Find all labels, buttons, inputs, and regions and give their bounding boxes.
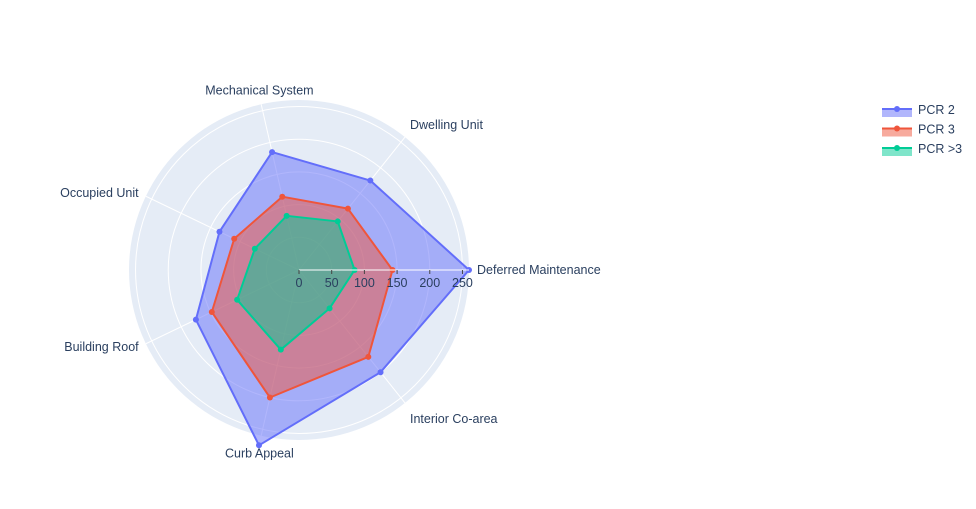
legend-marker-pcr-3: [894, 145, 900, 151]
radial-tick-label-0: 0: [296, 276, 303, 290]
point-pcr-3-building-roof[interactable]: [234, 296, 241, 303]
point-pcr-2-mechanical-system[interactable]: [269, 149, 276, 156]
legend-swatch-pcr-3: [882, 128, 912, 137]
point-pcr-3-mechanical-system[interactable]: [283, 212, 290, 219]
angular-label-building-roof: Building Roof: [64, 340, 139, 354]
point-pcr-3-occupied-unit[interactable]: [231, 235, 238, 242]
point-pcr-3-dwelling-unit[interactable]: [334, 218, 341, 225]
radial-tick-label-50: 50: [325, 276, 339, 290]
point-pcr-2-dwelling-unit[interactable]: [367, 177, 374, 184]
point-pcr-2-occupied-unit[interactable]: [216, 228, 223, 235]
angular-axis-labels: Deferred Maintenance Dwelling Unit Mechani…: [60, 83, 601, 460]
angular-label-occupied-unit: Occupied Unit: [60, 186, 139, 200]
legend-label-pcr-3: PCR 3: [918, 123, 955, 137]
point-pcr-2-interior-co-area[interactable]: [377, 369, 384, 376]
angular-label-interior-co-area: Interior Co-area: [410, 412, 498, 426]
radial-tick-label-250: 250: [452, 276, 473, 290]
legend-item-pcr-2[interactable]: PCR 2: [882, 103, 955, 117]
point-pcr-2-building-roof[interactable]: [192, 316, 199, 323]
legend-item-pcr-3[interactable]: PCR >3: [882, 142, 962, 156]
legend-swatch-pcr-2: [882, 109, 912, 117]
legend-label-pcr-3: PCR >3: [918, 142, 962, 156]
legend-marker-pcr-3: [894, 125, 900, 132]
point-pcr-3-occupied-unit[interactable]: [251, 245, 258, 252]
radial-tick-label-100: 100: [354, 276, 375, 290]
point-pcr-3-building-roof[interactable]: [208, 308, 215, 315]
point-pcr-3-curb-appeal[interactable]: [266, 394, 273, 401]
radial-tick-label-150: 150: [387, 276, 408, 290]
radial-axis-ticks: 0 50 100 150 200 250: [296, 269, 473, 290]
radial-tick-label-200: 200: [419, 276, 440, 290]
legend-swatch-pcr-3: [882, 148, 912, 156]
point-pcr-3-dwelling-unit[interactable]: [344, 205, 351, 212]
point-pcr-3-interior-co-area[interactable]: [365, 353, 372, 360]
legend[interactable]: PCR 2 PCR 3 PCR >3: [882, 103, 962, 156]
point-pcr-3-interior-co-area[interactable]: [326, 305, 333, 312]
point-pcr-3-mechanical-system[interactable]: [279, 193, 286, 200]
legend-item-pcr-3[interactable]: PCR 3: [882, 123, 955, 137]
series-pcr-3: [234, 212, 358, 353]
point-pcr-2-curb-appeal[interactable]: [255, 442, 262, 449]
legend-label-pcr-2: PCR 2: [918, 103, 955, 117]
angular-label-deferred-maintenance: Deferred Maintenance: [477, 263, 601, 277]
angular-label-dwelling-unit: Dwelling Unit: [410, 118, 483, 132]
angular-label-mechanical-system: Mechanical System: [205, 83, 313, 97]
angular-label-curb-appeal: Curb Appeal: [225, 447, 294, 461]
series-area-pcr-3: [236, 214, 356, 351]
legend-marker-pcr-2: [894, 106, 900, 112]
series-traces: [192, 149, 472, 449]
point-pcr-3-curb-appeal[interactable]: [277, 346, 284, 353]
